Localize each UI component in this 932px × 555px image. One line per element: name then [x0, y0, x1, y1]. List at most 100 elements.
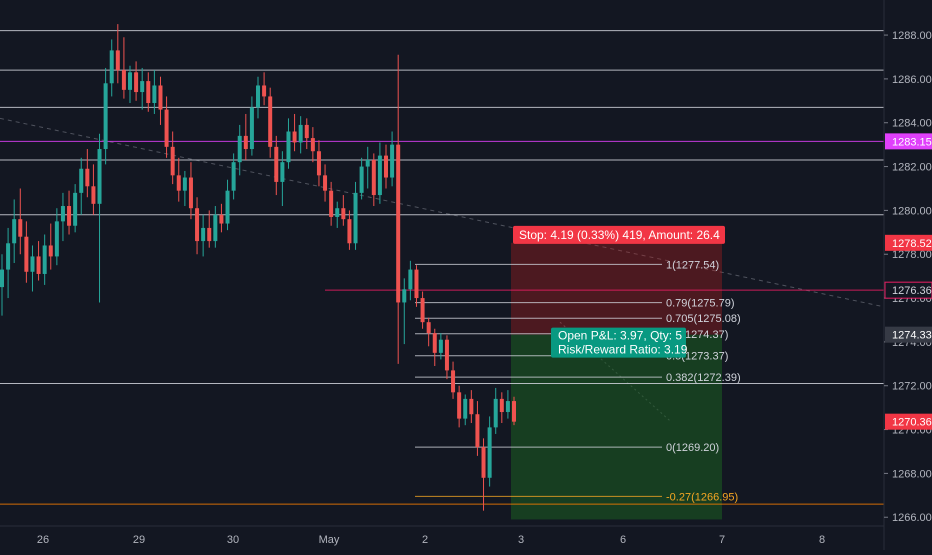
- candle-body: [42, 245, 47, 274]
- candle-body: [36, 256, 41, 274]
- candle-body: [97, 149, 102, 204]
- candle-body: [420, 298, 425, 323]
- fib-level-label: 0.79(1275.79): [666, 298, 735, 310]
- candle-body: [12, 219, 17, 244]
- price-tag-current-box: [885, 326, 932, 343]
- target-label-text: Risk/Reward Ratio: 3.19: [558, 343, 688, 357]
- candle-body: [79, 168, 84, 193]
- x-tick-label: May: [319, 534, 340, 546]
- candle-body: [24, 236, 29, 272]
- candle-body: [201, 227, 206, 242]
- candle-body: [249, 107, 254, 150]
- candle-body: [335, 208, 340, 217]
- y-tick-label: 1278.00: [892, 249, 932, 261]
- candle-body: [396, 144, 401, 303]
- candle-body: [487, 427, 492, 478]
- candle-body: [237, 135, 242, 163]
- candle-body: [408, 269, 413, 290]
- price-tag-last-box: [885, 413, 932, 430]
- candle-body: [341, 208, 346, 220]
- price-tag-magenta-box: [885, 133, 932, 150]
- target-zone[interactable]: [511, 334, 722, 520]
- candle-body: [243, 135, 248, 150]
- candle-body: [48, 245, 53, 257]
- candle-body: [256, 85, 260, 108]
- candle-body: [219, 214, 224, 224]
- candle-body: [103, 83, 108, 150]
- y-tick-label: 1268.00: [892, 468, 932, 480]
- candle-body: [280, 162, 285, 182]
- candle-body: [475, 414, 480, 448]
- candle-body: [286, 131, 291, 163]
- candle-body: [268, 96, 273, 147]
- x-tick-label: 3: [518, 534, 524, 546]
- candle-body: [140, 81, 145, 93]
- candle-body: [128, 72, 132, 90]
- x-tick-label: 2: [422, 534, 428, 546]
- candle-body: [115, 50, 120, 71]
- candle-body: [6, 243, 11, 270]
- candle-body: [444, 339, 449, 371]
- price-tag-current: 1274.33: [892, 330, 932, 342]
- candle-body: [402, 289, 407, 303]
- stop-zone[interactable]: [511, 242, 722, 335]
- candle-body: [231, 162, 236, 191]
- y-axis-background: [884, 0, 932, 550]
- candle-body: [384, 155, 388, 178]
- candle-body: [323, 175, 328, 191]
- candle-body: [121, 70, 126, 90]
- candle-body: [182, 177, 187, 191]
- position-tool[interactable]: [511, 242, 722, 520]
- y-tick-label: 1288.00: [892, 30, 932, 42]
- stop-label-text: Stop: 4.19 (0.33%) 419, Amount: 26.4: [519, 228, 720, 242]
- x-tick-label: 30: [227, 534, 239, 546]
- x-tick-label: 26: [37, 534, 49, 546]
- candle-body: [176, 175, 181, 191]
- x-tick-label: 6: [620, 534, 626, 546]
- candle-body: [164, 109, 169, 147]
- candle-body: [262, 85, 267, 97]
- candle-body: [377, 155, 382, 196]
- candle-body: [0, 269, 4, 288]
- position-labels: Stop: 4.19 (0.33%) 419, Amount: 26.4 Open…: [513, 225, 725, 358]
- price-tag-stop: 1278.52: [892, 238, 932, 250]
- candle-body: [207, 227, 212, 242]
- fib-level-label: 0.705(1275.08): [666, 313, 741, 325]
- candle-body: [469, 398, 474, 415]
- y-tick-label: 1266.00: [892, 512, 932, 524]
- x-tick-label: 29: [133, 534, 145, 546]
- candle-body: [316, 151, 321, 176]
- fib-level-label: -0.27(1266.95): [666, 491, 738, 503]
- x-tick-label: 7: [719, 534, 725, 546]
- candle-body: [298, 124, 303, 143]
- candle-body: [432, 333, 437, 353]
- candle-body: [505, 401, 510, 413]
- candle-body: [274, 146, 279, 182]
- candle-body: [30, 256, 35, 272]
- candle-body: [213, 214, 218, 242]
- candle-body: [310, 138, 315, 152]
- target-label-text: Open P&L: 3.97, Qty: 5: [558, 329, 682, 343]
- candle-body: [371, 159, 376, 196]
- candle-body: [188, 177, 193, 209]
- candle-body: [304, 124, 309, 139]
- candle-body: [512, 401, 516, 422]
- candle-body: [438, 339, 443, 353]
- candle-body: [493, 398, 498, 428]
- candle-body: [91, 186, 96, 204]
- y-tick-label: 1284.00: [892, 118, 932, 130]
- candle-body: [426, 322, 431, 334]
- candle-body: [457, 392, 462, 419]
- candle-body: [499, 398, 504, 413]
- candle-body: [329, 190, 334, 217]
- candle-body: [481, 447, 486, 478]
- trendline-dashed: [0, 117, 885, 308]
- candle-body: [60, 206, 65, 222]
- price-tag-pink: 1276.36: [892, 285, 932, 297]
- candle-body: [170, 146, 175, 176]
- stop-label-box: [513, 225, 725, 244]
